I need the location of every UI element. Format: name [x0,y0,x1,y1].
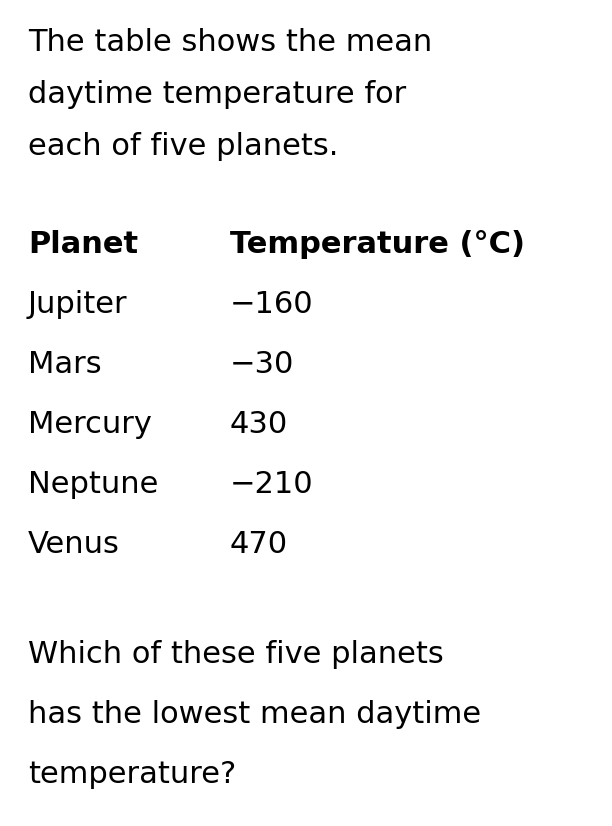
Text: Jupiter: Jupiter [28,290,128,319]
Text: 430: 430 [230,410,288,439]
Text: −160: −160 [230,290,313,319]
Text: Mars: Mars [28,350,102,379]
Text: 470: 470 [230,530,288,559]
Text: daytime temperature for: daytime temperature for [28,80,406,109]
Text: each of five planets.: each of five planets. [28,132,338,161]
Text: Temperature (°C): Temperature (°C) [230,230,525,259]
Text: has the lowest mean daytime: has the lowest mean daytime [28,700,481,729]
Text: Mercury: Mercury [28,410,152,439]
Text: temperature?: temperature? [28,760,236,789]
Text: The table shows the mean: The table shows the mean [28,28,432,57]
Text: Venus: Venus [28,530,120,559]
Text: Which of these five planets: Which of these five planets [28,640,444,669]
Text: Neptune: Neptune [28,470,159,499]
Text: −30: −30 [230,350,294,379]
Text: Planet: Planet [28,230,138,259]
Text: −210: −210 [230,470,313,499]
